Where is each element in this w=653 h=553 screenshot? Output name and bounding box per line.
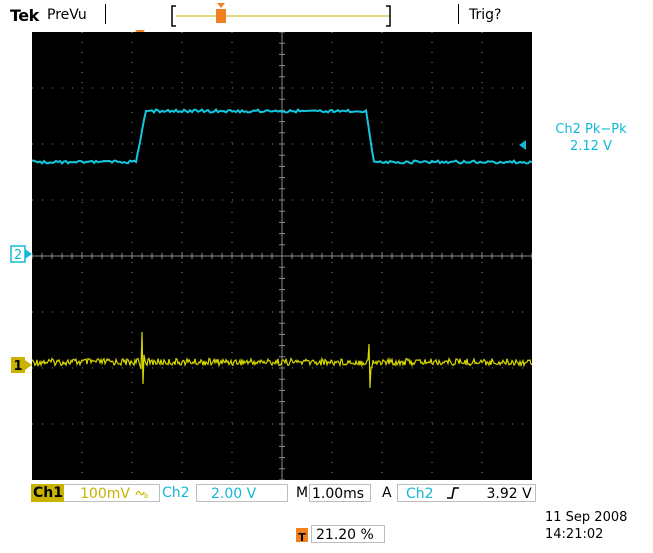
acquisition-mode: PreVu	[47, 7, 87, 23]
ch2-marker-arrow-icon	[25, 249, 32, 259]
ch2-level-arrow-icon	[519, 140, 526, 150]
timebase-readout[interactable]: 1.00ms	[309, 484, 371, 502]
trigger-readout[interactable]: Ch2 3.92 V	[397, 484, 536, 502]
rising-edge-icon	[447, 487, 460, 499]
timebase-tag: M	[296, 485, 309, 501]
ch1-marker-box	[11, 357, 25, 373]
ch1-ground-marker[interactable]: 1	[10, 355, 34, 377]
record-view-indicator[interactable]	[168, 2, 398, 28]
trigger-position-icon-label: T	[298, 531, 306, 543]
record-right-bracket	[386, 5, 391, 27]
ch2-scale-readout[interactable]: 2.00 V	[196, 484, 288, 502]
ch1-marker-arrow-icon	[25, 360, 32, 370]
ch2-marker-label: 2	[14, 248, 22, 263]
time-readout: 14:21:02	[545, 527, 604, 542]
ch2-ground-marker[interactable]: 2	[10, 244, 34, 266]
trigger-status: Trig?	[469, 7, 502, 23]
trigger-position-arrow	[217, 3, 225, 8]
ch1-waveform	[32, 331, 532, 389]
trigger-position-readout[interactable]: 21.20 %	[311, 525, 385, 543]
record-left-bracket	[171, 5, 176, 27]
bandwidth-limit-icon: b	[135, 490, 149, 500]
trigger-tag: A	[382, 485, 392, 501]
svg-text:b: b	[144, 492, 149, 499]
measurement-label: Ch2 Pk−Pk	[555, 122, 627, 137]
ch2-waveform	[32, 107, 532, 166]
trigger-position-marker	[216, 9, 226, 23]
graticule-grid	[32, 32, 532, 480]
divider	[105, 4, 106, 24]
brand-logo: Tek	[10, 6, 39, 25]
measurement-value: 2.12 V	[570, 139, 612, 154]
ch1-scale-value: 100mV	[80, 486, 130, 502]
trigger-level: 3.92 V	[486, 486, 532, 502]
ch1-marker-label: 1	[13, 359, 22, 374]
trigger-position-icon: T	[296, 528, 308, 544]
ch1-scale-readout[interactable]: 100mV b	[64, 484, 160, 502]
waveform-area	[32, 32, 532, 480]
date-readout: 11 Sep 2008	[545, 510, 628, 525]
divider	[458, 4, 459, 24]
graticule-display[interactable]	[32, 32, 532, 480]
trigger-source: Ch2	[406, 486, 434, 502]
ch1-tag[interactable]: Ch1	[31, 484, 64, 502]
ch2-tag[interactable]: Ch2	[162, 485, 190, 501]
